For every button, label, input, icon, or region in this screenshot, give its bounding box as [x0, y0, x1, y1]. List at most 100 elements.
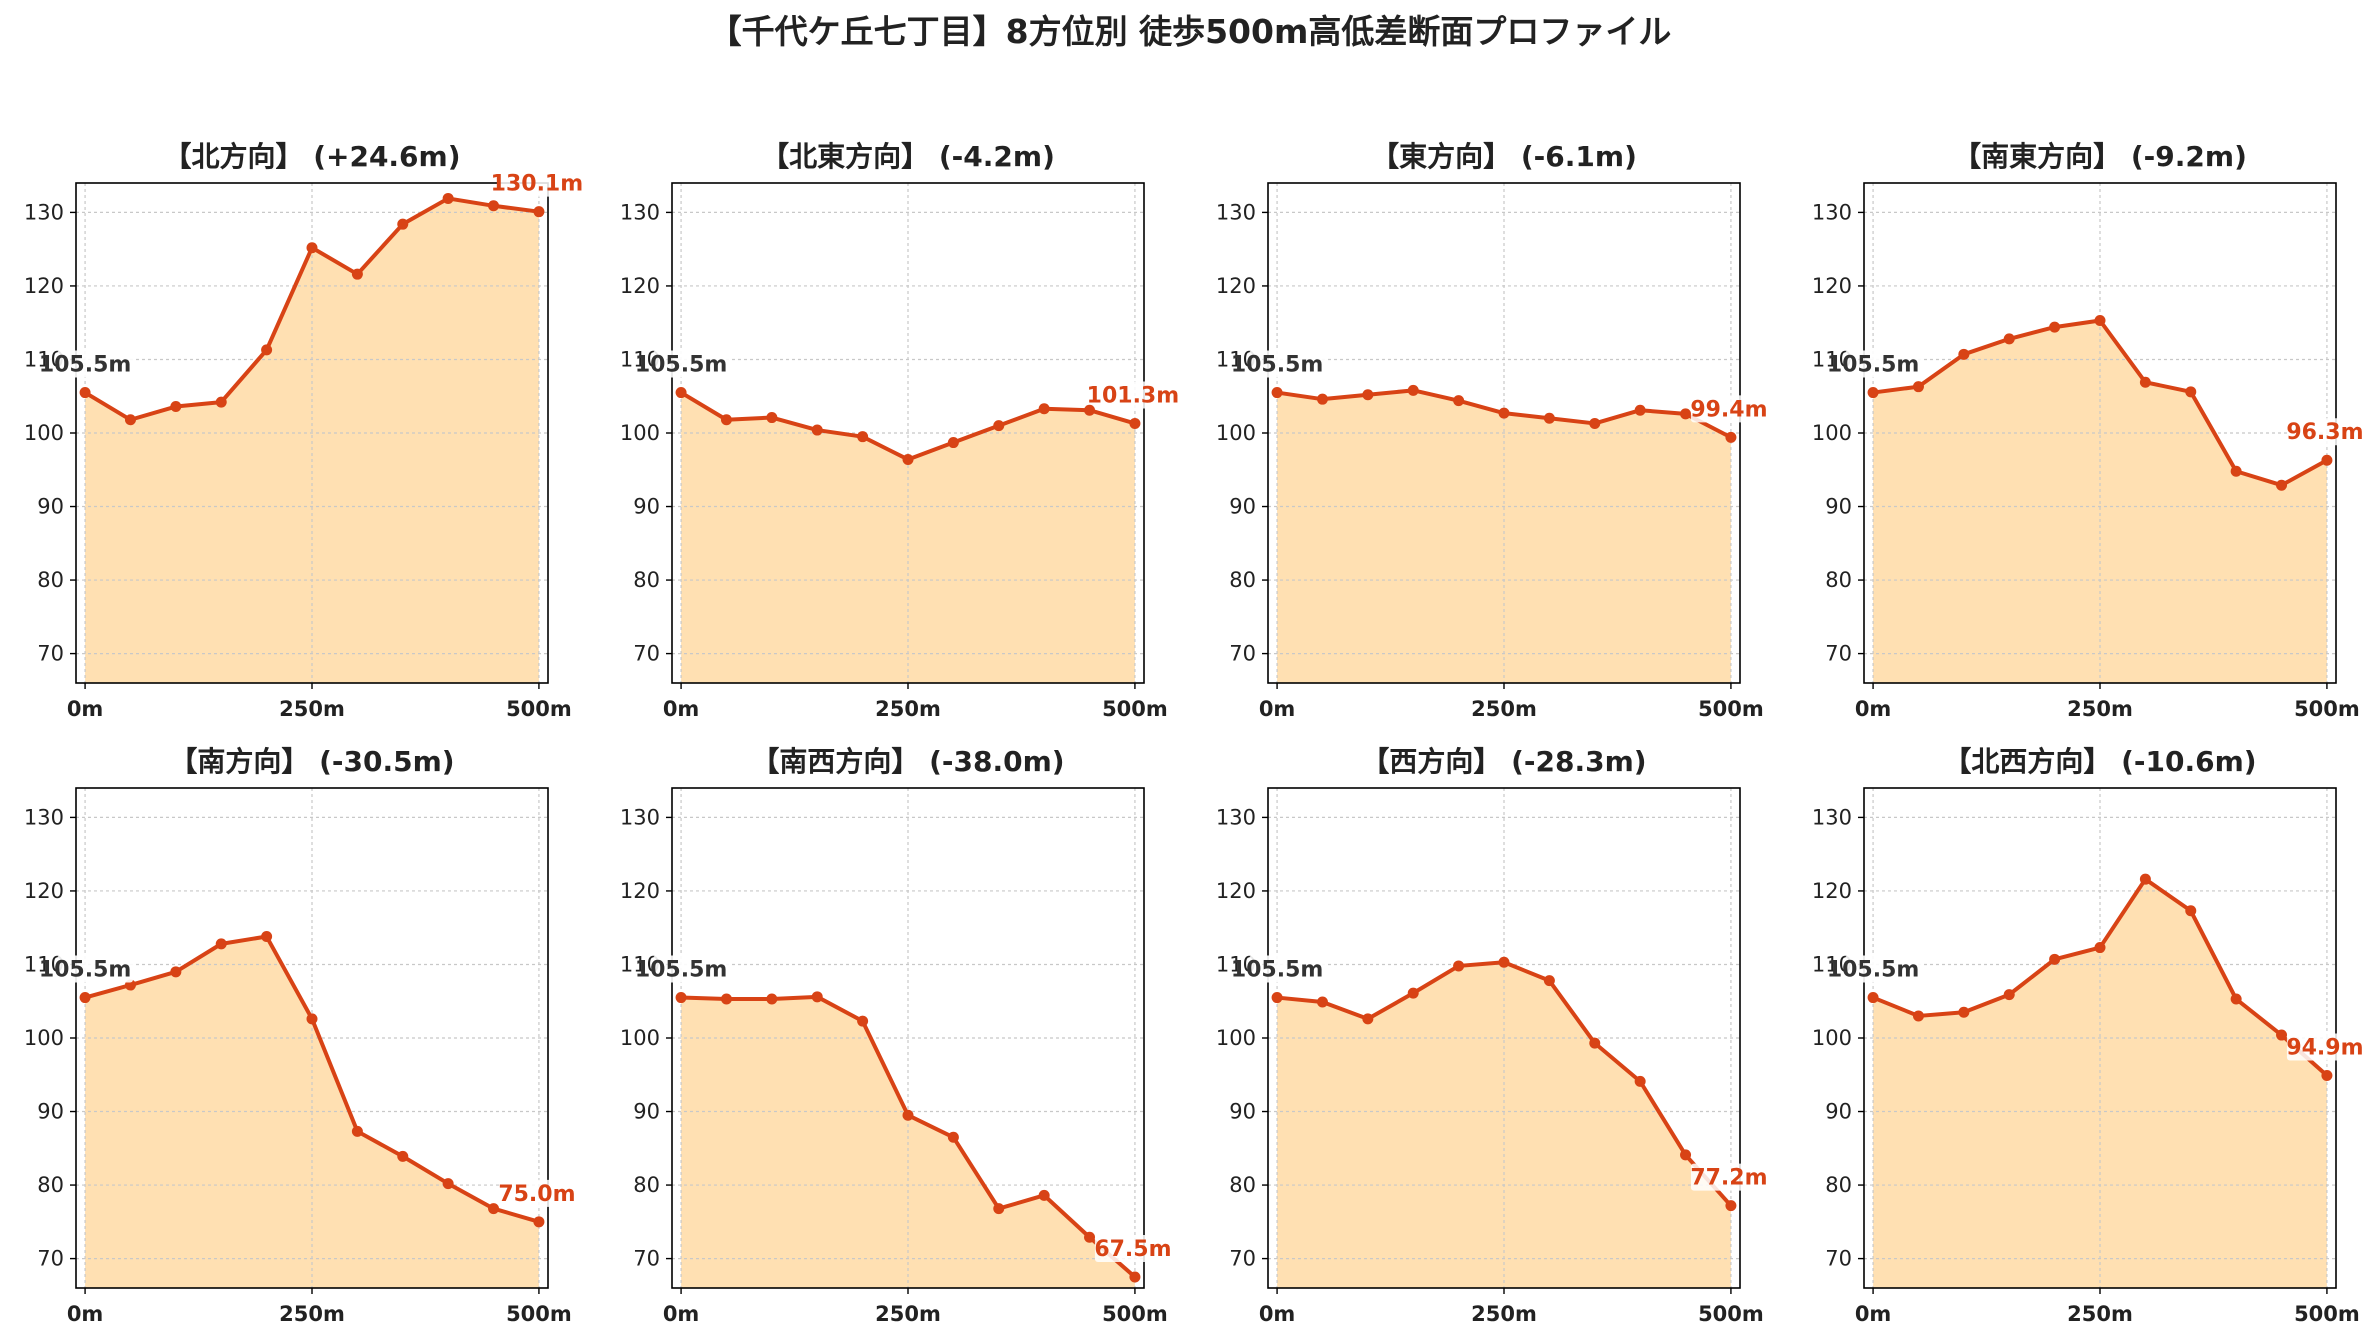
profile-point [1634, 1075, 1646, 1087]
y-tick-label: 90 [37, 1100, 64, 1124]
profile-point [533, 1216, 545, 1228]
subplot-title: 【西方向】 (-28.3m) [1361, 745, 1646, 778]
end-elevation-label: 94.9m [2286, 1036, 2363, 1061]
profile-point [306, 242, 318, 254]
profile-point [124, 414, 136, 426]
profile-point [306, 1013, 318, 1025]
start-label-box [653, 350, 730, 378]
subplot-title: 【南方向】 (-30.5m) [169, 745, 454, 778]
end-label-box [2286, 418, 2363, 446]
profile-point [2003, 989, 2015, 1001]
profile-point [1129, 1271, 1141, 1283]
profile-point [1634, 404, 1646, 416]
profile-point [947, 437, 959, 449]
profile-point [1867, 992, 1879, 1004]
subplot-title: 【北方向】 (+24.6m) [163, 140, 460, 173]
y-tick-label: 80 [633, 1173, 660, 1197]
profile-point [1362, 1013, 1374, 1025]
y-tick-label: 100 [1812, 1026, 1852, 1050]
profile-point [488, 200, 500, 212]
x-tick-label: 0m [663, 697, 700, 721]
y-tick-label: 100 [1216, 421, 1256, 445]
end-elevation-label: 67.5m [1094, 1237, 1171, 1262]
x-tick-label: 500m [1698, 697, 1764, 721]
profile-point [2276, 1029, 2288, 1041]
start-label-box [1845, 350, 1922, 378]
start-label-box [57, 350, 134, 378]
y-tick-label: 90 [633, 1100, 660, 1124]
profile-point [902, 453, 914, 465]
end-label-box [2286, 1033, 2363, 1061]
profile-point [1958, 348, 1970, 360]
profile-point [1362, 389, 1374, 401]
profile-point [1271, 387, 1283, 399]
end-elevation-label: 99.4m [1690, 397, 1767, 422]
x-tick-label: 250m [279, 697, 345, 721]
y-tick-label: 130 [620, 805, 660, 829]
profile-point [1680, 408, 1692, 420]
x-tick-label: 250m [1471, 697, 1537, 721]
y-tick-label: 70 [1229, 642, 1256, 666]
x-tick-label: 500m [1102, 697, 1168, 721]
profile-point [947, 1131, 959, 1143]
profile-point [2003, 333, 2015, 345]
profile-point [993, 1203, 1005, 1215]
profile-point [2230, 993, 2242, 1005]
profile-point [902, 1109, 914, 1121]
profile-point [1316, 393, 1328, 405]
profile-point [1589, 1037, 1601, 1049]
x-tick-label: 500m [1698, 1302, 1764, 1326]
y-tick-label: 130 [1812, 200, 1852, 224]
profile-point [442, 192, 454, 204]
y-tick-label: 100 [1216, 1026, 1256, 1050]
profile-point [857, 431, 869, 443]
x-tick-label: 500m [506, 697, 572, 721]
y-tick-label: 70 [1825, 1247, 1852, 1271]
profile-point [1725, 431, 1737, 443]
subplot-title: 【南東方向】 (-9.2m) [1953, 140, 2247, 173]
profile-point [351, 1125, 363, 1137]
start-label-box [1249, 350, 1326, 378]
profile-point [1912, 381, 1924, 393]
start-elevation-label: 105.5m [39, 958, 132, 983]
profile-point [1453, 960, 1465, 972]
profile-point [1407, 384, 1419, 396]
x-tick-label: 500m [1102, 1302, 1168, 1326]
profile-point [1084, 1231, 1096, 1243]
y-tick-label: 130 [1216, 200, 1256, 224]
figure-title: 【千代ケ丘七丁目】8方位別 徒歩500m高低差断面プロファイル [709, 12, 1672, 51]
start-label-box [653, 955, 730, 983]
profile-point [79, 387, 91, 399]
profile-point [1912, 1010, 1924, 1022]
x-tick-label: 250m [279, 1302, 345, 1326]
profile-point [2276, 479, 2288, 491]
profile-point [215, 396, 227, 408]
profile-point [2094, 315, 2106, 326]
y-tick-label: 80 [1229, 1173, 1256, 1197]
y-tick-label: 90 [1825, 495, 1852, 519]
profile-fill-area [1277, 390, 1731, 683]
y-tick-label: 90 [633, 495, 660, 519]
start-label-box [1845, 955, 1922, 983]
profile-point [857, 1015, 869, 1027]
subplot-title: 【北東方向】 (-4.2m) [761, 140, 1055, 173]
profile-point [1867, 387, 1879, 399]
profile-point [1129, 417, 1141, 429]
x-tick-label: 0m [663, 1302, 700, 1326]
y-tick-label: 120 [1216, 879, 1256, 903]
x-tick-label: 500m [506, 1302, 572, 1326]
start-elevation-label: 105.5m [1827, 958, 1920, 983]
profile-point [1498, 407, 1510, 419]
x-tick-label: 0m [67, 1302, 104, 1326]
y-tick-label: 120 [1812, 274, 1852, 298]
profile-point [993, 420, 1005, 432]
end-elevation-label: 96.3m [2286, 420, 2363, 445]
profile-point [79, 992, 91, 1004]
profile-point [1084, 404, 1096, 416]
